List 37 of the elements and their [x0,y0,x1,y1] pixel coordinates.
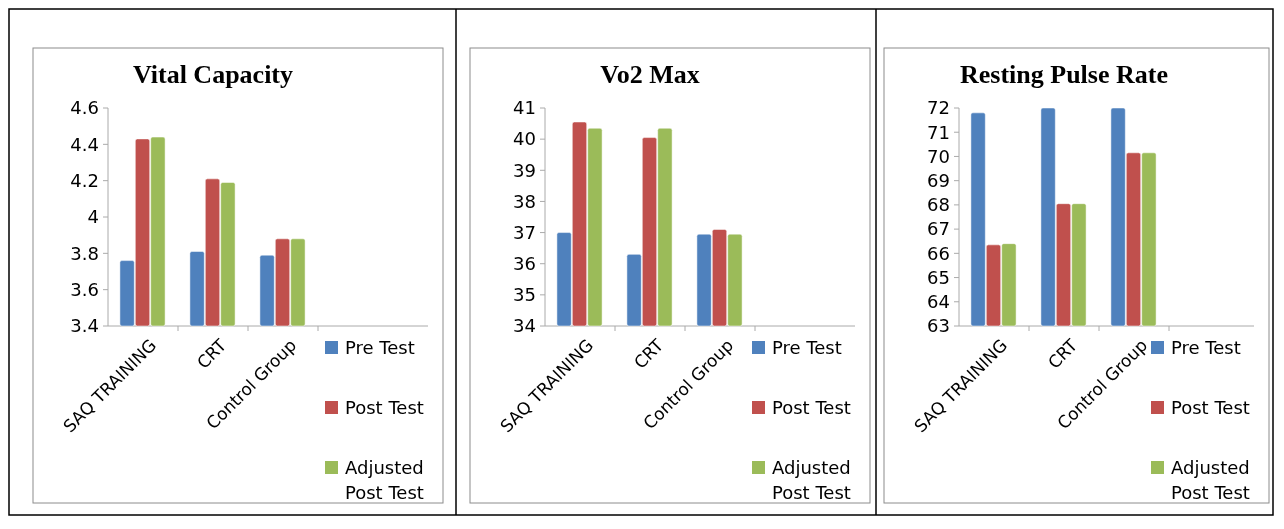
y-tick-label: 3.4 [70,315,99,337]
y-tick-label: 70 [927,145,950,167]
y-tick-label: 38 [513,190,536,212]
y-tick-label: 35 [513,284,536,306]
y-tick-label: 67 [927,218,950,240]
y-tick-label: 65 [927,266,950,288]
y-tick-label: 4.4 [70,133,99,155]
y-tick-label: 72 [927,97,950,119]
y-tick-label: 37 [513,221,536,243]
legend-label: Adjusted Post Test [772,457,851,503]
y-tick-label: 36 [513,253,536,275]
legend-label: Adjusted Post Test [1171,457,1250,503]
chart-title: Resting Pulse Rate [960,60,1168,89]
y-tick-label: 69 [927,169,950,191]
y-tick-label: 4 [87,206,99,228]
y-tick-label: 41 [513,97,536,119]
y-tick-label: 68 [927,194,950,216]
legend-label: Post Test [345,397,424,419]
y-tick-label: 3.8 [70,242,99,264]
legend-label: Adjusted Post Test [345,457,424,503]
y-tick-label: 3.6 [70,278,99,300]
y-tick-label: 40 [513,128,536,150]
y-tick-label: 63 [927,315,950,337]
legend-label: Post Test [772,397,851,419]
legend-label: Pre Test [345,337,415,359]
legend-label: Pre Test [772,337,842,359]
y-tick-label: 4.6 [70,97,99,119]
chart-title: Vo2 Max [600,60,700,89]
chart-title: Vital Capacity [132,60,294,89]
legend-label: Pre Test [1171,337,1241,359]
legend-label: Post Test [1171,397,1250,419]
y-tick-label: 66 [927,242,950,264]
y-tick-label: 39 [513,159,536,181]
y-tick-label: 71 [927,121,950,143]
y-tick-label: 34 [513,315,536,337]
y-tick-label: 64 [927,291,950,313]
y-tick-label: 4.2 [70,169,99,191]
